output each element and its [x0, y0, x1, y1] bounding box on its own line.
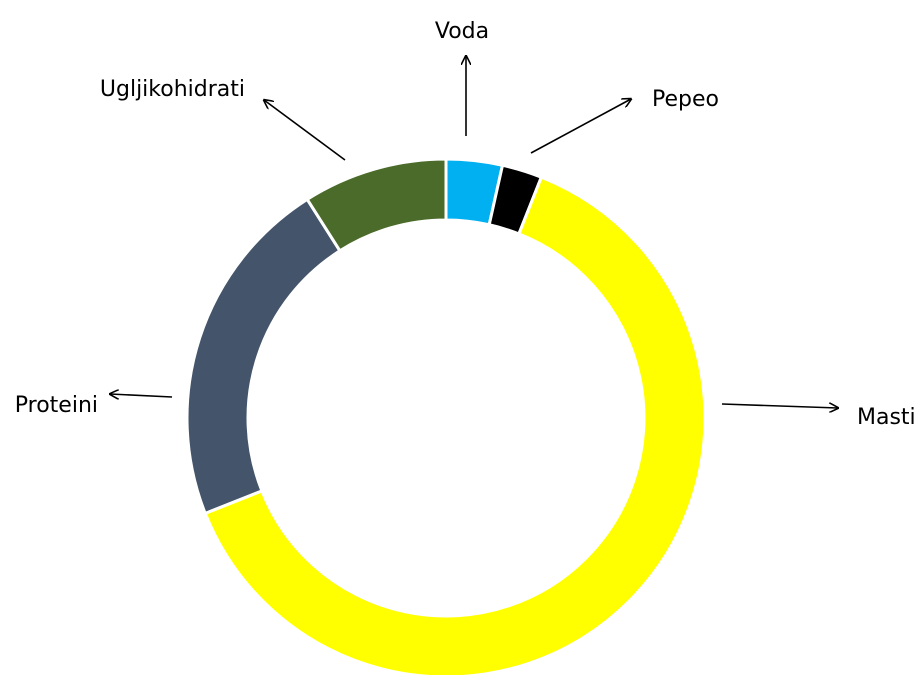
label-masti: Masti: [857, 405, 916, 430]
arrow-pepeo: [530, 99, 631, 154]
arrow-ugljikohidrati: [264, 100, 346, 161]
slice-masti: [203, 175, 707, 675]
label-voda: Voda: [435, 19, 489, 44]
slice-proteini: [185, 197, 342, 516]
label-ugljikohidrati: Ugljikohidrati: [100, 77, 245, 102]
label-pepeo: Pepeo: [652, 87, 719, 112]
donut-slices: [185, 157, 707, 675]
arrow-masti: [721, 404, 838, 408]
slice-annotations: Voda Pepeo Masti Proteini Ugljikohidrati: [15, 19, 916, 430]
slice-ugljikohidrati: [305, 157, 448, 253]
label-proteini: Proteini: [15, 393, 98, 418]
arrow-proteini: [110, 394, 173, 397]
